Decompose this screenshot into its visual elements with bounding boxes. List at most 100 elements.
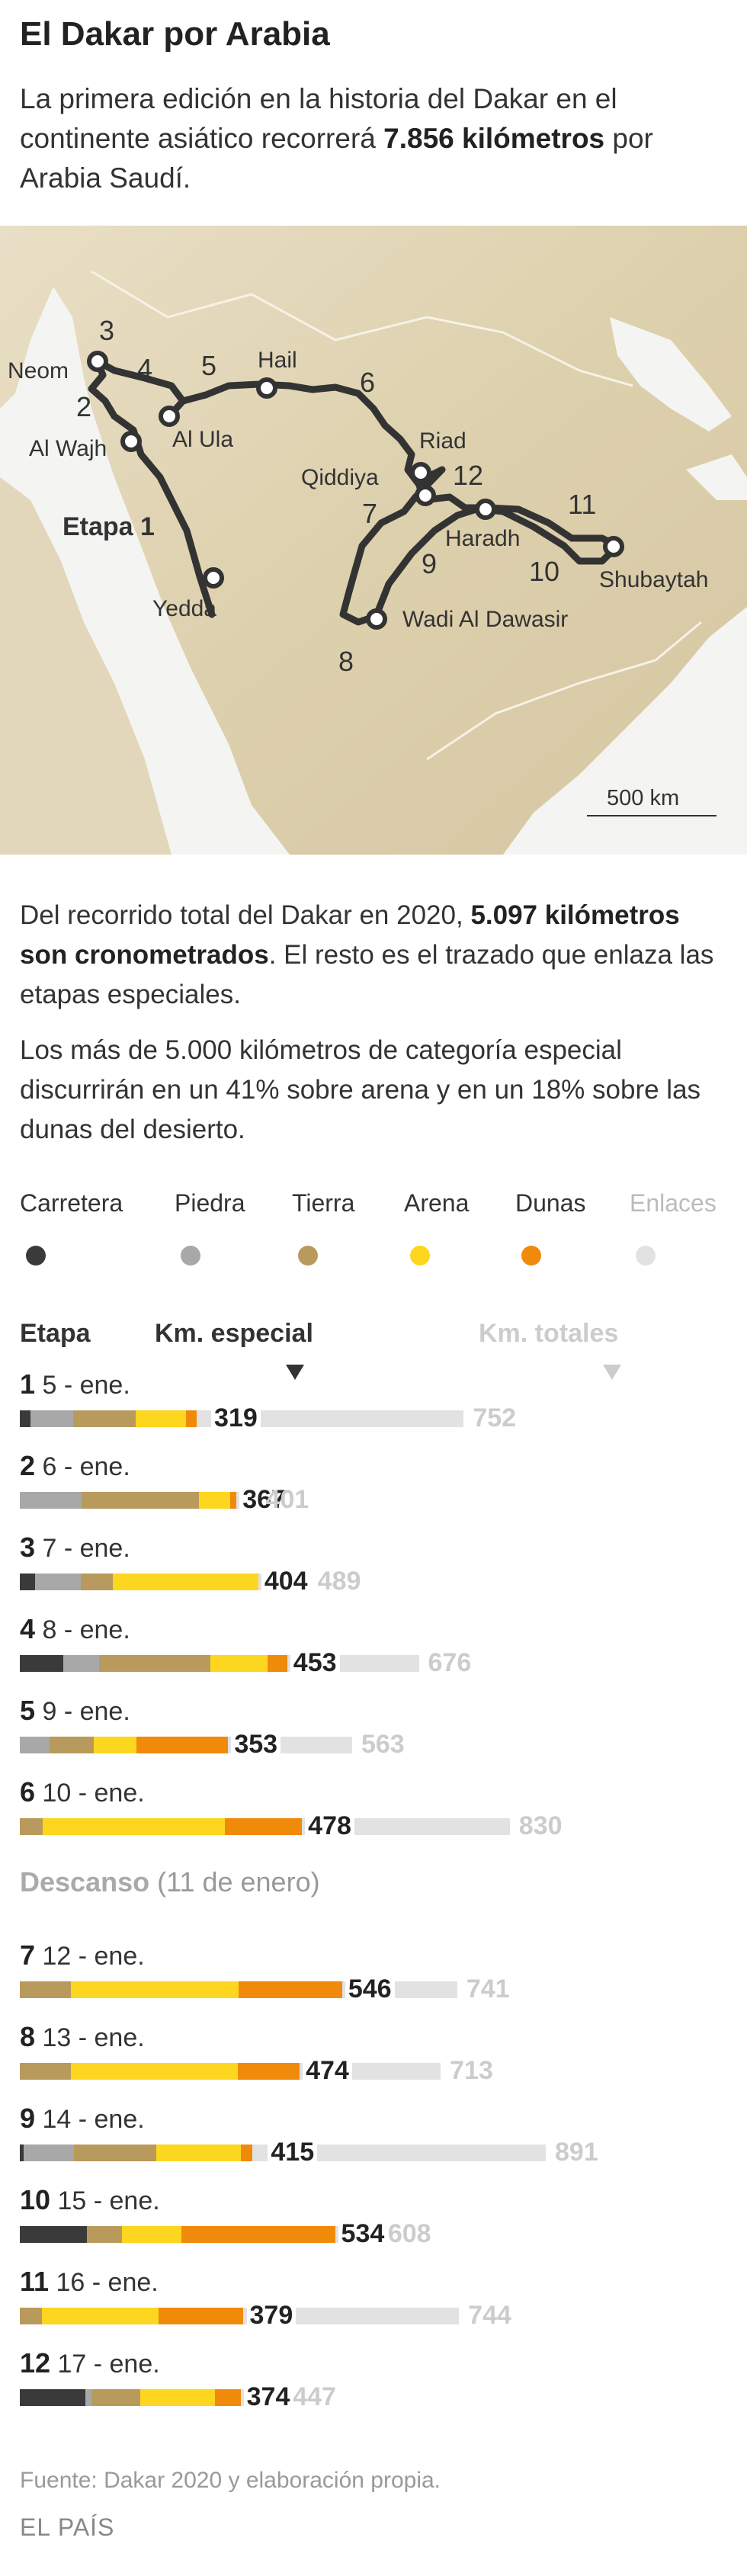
legend-swatch bbox=[410, 1246, 430, 1266]
stage-number: 4 bbox=[137, 353, 152, 384]
stage-date: 5 - ene. bbox=[35, 1371, 130, 1400]
bar-segment-dunas bbox=[185, 1410, 197, 1427]
total-km-label: 891 bbox=[555, 2138, 598, 2167]
legend-label: Carretera bbox=[20, 1189, 123, 1217]
bar-segment-piedra bbox=[85, 2389, 91, 2406]
stage-number: 12 bbox=[20, 2347, 51, 2379]
bar-segment-dunas bbox=[214, 2389, 241, 2406]
bar-segment-tierra bbox=[73, 1410, 136, 1427]
bar-segment-arena bbox=[43, 1818, 226, 1835]
stage-number: 8 bbox=[20, 2021, 36, 2052]
node-alula bbox=[159, 406, 180, 427]
stage-number: 2 bbox=[76, 391, 91, 422]
bar-segment-arena bbox=[155, 2145, 241, 2161]
bar-segment-arena bbox=[135, 1410, 186, 1427]
header-special: Km. especial bbox=[155, 1319, 313, 1348]
stage-label: 1 5 - ene. bbox=[20, 1368, 130, 1400]
place-label: Shubaytah bbox=[599, 567, 708, 592]
stage-number: 5 bbox=[201, 350, 216, 381]
bar-segment-carretera bbox=[20, 2226, 88, 2243]
bar-segment-tierra bbox=[87, 2226, 122, 2243]
stage-number: 7 bbox=[362, 498, 377, 529]
total-km-label: 741 bbox=[466, 1975, 510, 2003]
header-stage: Etapa bbox=[20, 1319, 91, 1348]
stage-nodes bbox=[87, 351, 624, 630]
header-total-arrow bbox=[603, 1365, 621, 1380]
stage-label: 8 13 - ene. bbox=[20, 2021, 145, 2053]
place-label: Yedda bbox=[152, 596, 216, 621]
stage-number: 11 bbox=[568, 489, 596, 520]
total-km-label: 676 bbox=[428, 1648, 472, 1677]
total-km-label: 489 bbox=[317, 1567, 361, 1596]
stage-date: 6 - ene. bbox=[35, 1452, 130, 1481]
persian-gulf bbox=[610, 317, 732, 431]
lead-text: La primera edición en la historia del Da… bbox=[20, 79, 729, 198]
legend-label: Arena bbox=[404, 1189, 470, 1217]
place-label: Qiddiya bbox=[301, 465, 379, 490]
body-paragraph-1: Del recorrido total del Dakar en 2020, 5… bbox=[20, 896, 729, 1015]
node-wadi bbox=[366, 608, 387, 630]
stage-label: 10 15 - ene. bbox=[20, 2184, 160, 2216]
node-alwajh bbox=[120, 431, 142, 452]
stage-label: 2 6 - ene. bbox=[20, 1450, 130, 1482]
stage-number: 11 bbox=[20, 2266, 50, 2297]
bar-segment-tierra bbox=[91, 2389, 140, 2406]
scale-label: 500 km bbox=[607, 786, 679, 810]
node-shubaytah bbox=[603, 536, 624, 557]
legend-label: Dunas bbox=[515, 1189, 586, 1217]
rest-day-date: (11 de enero) bbox=[157, 1866, 320, 1898]
legend-label: Enlaces bbox=[630, 1189, 717, 1217]
page-title: El Dakar por Arabia bbox=[20, 15, 330, 53]
bar-segment-dunas bbox=[230, 1492, 237, 1509]
total-km-label: 713 bbox=[450, 2056, 493, 2085]
africa-coast bbox=[0, 477, 172, 855]
bar-segment-arena bbox=[139, 2389, 215, 2406]
stage-label: 4 8 - ene. bbox=[20, 1613, 130, 1645]
red-sea bbox=[15, 348, 255, 855]
stage-label: 6 10 - ene. bbox=[20, 1776, 145, 1808]
place-label: Neom bbox=[8, 358, 69, 383]
bar-segment-tierra bbox=[80, 1574, 114, 1590]
special-km-label: 319 bbox=[211, 1401, 261, 1435]
body-p1-after: . El resto es el trazado que enlaza las … bbox=[20, 940, 714, 1009]
stage-number: 5 bbox=[20, 1695, 36, 1726]
stage-date: 16 - ene. bbox=[49, 2268, 159, 2297]
legend-label: Piedra bbox=[175, 1189, 245, 1217]
bar-segment-piedra bbox=[24, 2145, 75, 2161]
lead-after: por Arabia Saudí. bbox=[20, 123, 653, 194]
bar-segment-dunas bbox=[158, 2308, 244, 2324]
stage-number: 3 bbox=[20, 1532, 36, 1563]
special-km-label: 474 bbox=[303, 2054, 352, 2087]
border-north bbox=[91, 270, 633, 387]
place-label: Hail bbox=[258, 348, 297, 373]
bar-segment-piedra bbox=[20, 1737, 50, 1753]
special-km-label: 404 bbox=[261, 1564, 311, 1598]
total-km-label: 563 bbox=[361, 1730, 405, 1759]
place-label: Al Wajh bbox=[29, 436, 107, 461]
stage-label: 12 17 - ene. bbox=[20, 2347, 160, 2379]
stage-label: 7 12 - ene. bbox=[20, 1939, 145, 1971]
bar-segment-carretera bbox=[20, 2389, 85, 2406]
special-km-label: 546 bbox=[345, 1972, 395, 2006]
stage-number: 4 bbox=[20, 1613, 36, 1644]
stage-number: 8 bbox=[338, 646, 354, 677]
stage-number: 10 bbox=[20, 2184, 51, 2215]
place-label: Riad bbox=[419, 428, 466, 454]
bar-segment-arena bbox=[70, 1981, 239, 1998]
legend-swatch bbox=[636, 1246, 656, 1266]
header-total: Km. totales bbox=[479, 1319, 619, 1348]
bar-segment-piedra bbox=[63, 1655, 99, 1672]
body-p1-bold: 5.097 kilómetros son cronometrados bbox=[20, 900, 680, 970]
stage-number: 2 bbox=[20, 1450, 36, 1481]
stage-date: 14 - ene. bbox=[35, 2105, 145, 2134]
bar-segment-tierra bbox=[74, 2145, 156, 2161]
total-km-label: 608 bbox=[387, 2219, 431, 2248]
bar-segment-arena bbox=[41, 2308, 159, 2324]
stage-number: 1 bbox=[20, 1368, 36, 1400]
stage-date: 12 - ene. bbox=[35, 1942, 145, 1971]
bar-segment-dunas bbox=[268, 1655, 287, 1672]
bar-segment-arena bbox=[210, 1655, 268, 1672]
special-km-label: 379 bbox=[246, 2299, 297, 2332]
rest-day-label: Descanso bbox=[20, 1866, 150, 1898]
bar-segment-piedra bbox=[30, 1410, 74, 1427]
